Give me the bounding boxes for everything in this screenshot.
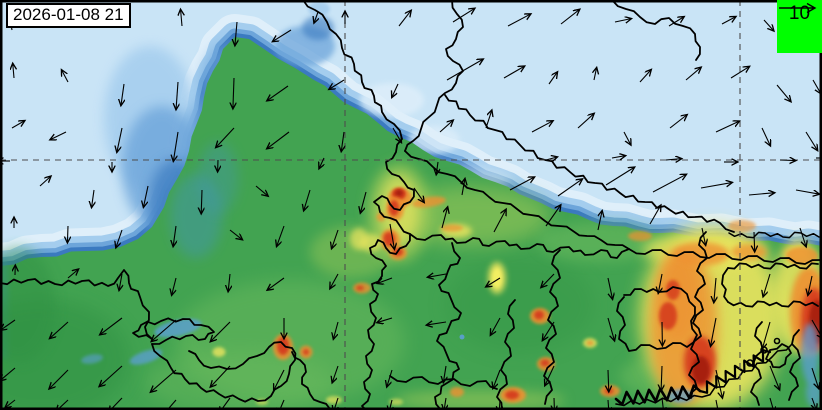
timestamp-text: 2026-01-08 21 <box>13 5 124 24</box>
timestamp-label: 2026-01-08 21 <box>6 3 131 28</box>
field-detail-layer <box>0 142 822 410</box>
right-arrow-icon <box>779 2 817 14</box>
wind-vectors-layer <box>0 8 822 410</box>
wind-reference-box: 10 <box>777 0 822 53</box>
